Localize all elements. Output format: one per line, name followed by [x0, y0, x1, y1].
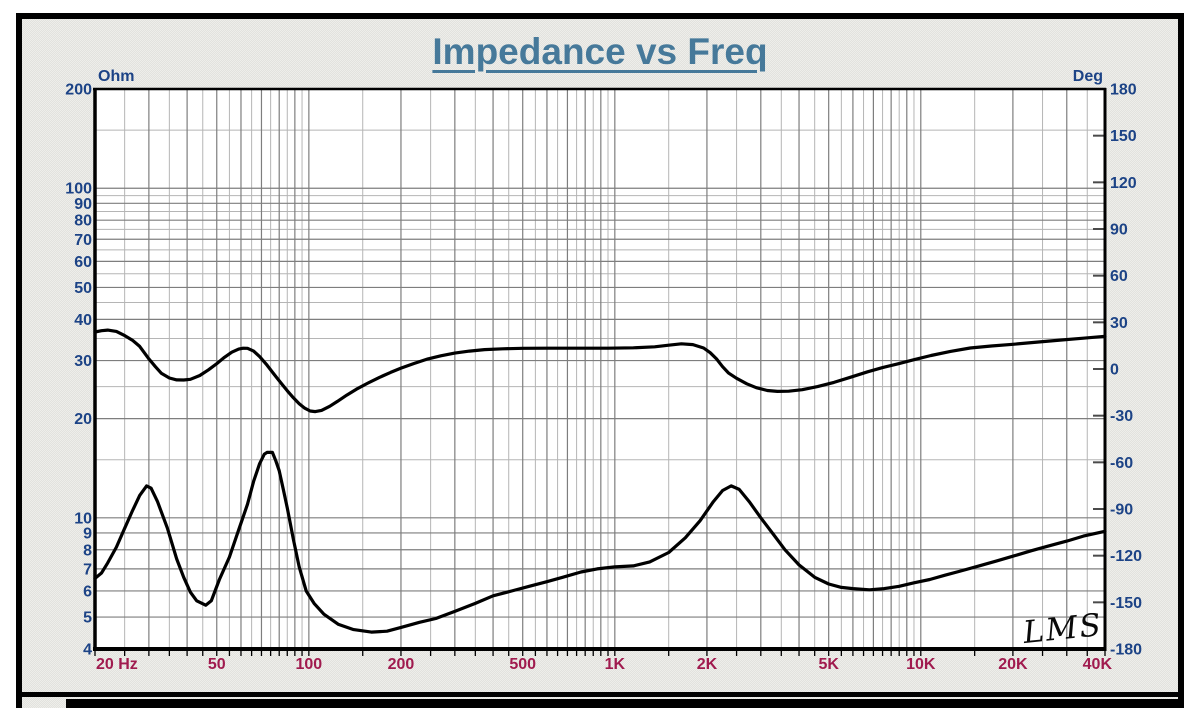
svg-text:60: 60 [1110, 268, 1128, 285]
deg-tick-labels: 180 150 120 90 60 30 0 -30 -60 -90 -120 -150 -180 [1110, 82, 1142, 659]
svg-text:60: 60 [74, 254, 92, 271]
svg-text:20: 20 [74, 411, 92, 428]
svg-text:20 Hz: 20 Hz [96, 656, 138, 673]
plot-background [95, 89, 1105, 649]
deg-tick-marks [1093, 134, 1104, 604]
svg-text:-60: -60 [1110, 455, 1133, 472]
svg-text:-90: -90 [1110, 502, 1133, 519]
svg-text:8: 8 [83, 542, 92, 559]
svg-text:120: 120 [1110, 175, 1137, 192]
svg-text:-120: -120 [1110, 548, 1142, 565]
svg-text:200: 200 [65, 82, 92, 99]
svg-text:500: 500 [509, 656, 536, 673]
svg-text:2K: 2K [697, 656, 718, 673]
svg-text:10K: 10K [906, 656, 936, 673]
impedance-phase-curve [93, 328, 1107, 414]
panel-separator [16, 692, 1184, 697]
svg-text:70: 70 [74, 232, 92, 249]
svg-text:6: 6 [83, 583, 92, 600]
svg-text:90: 90 [1110, 222, 1128, 239]
svg-text:10: 10 [74, 510, 92, 527]
freq-tick-marks [94, 651, 1106, 656]
svg-text:1K: 1K [605, 656, 626, 673]
x-tick-labels: 20 Hz 50 100 200 500 1K 2K 5K 10K 20K 40K [96, 656, 1112, 673]
svg-text:5: 5 [83, 610, 92, 627]
svg-text:-30: -30 [1110, 408, 1133, 425]
svg-text:9: 9 [83, 525, 92, 542]
chart-title: Impedance vs Freq [432, 31, 768, 72]
svg-text:0: 0 [1110, 362, 1119, 379]
lms-watermark: LMS [1021, 607, 1105, 651]
svg-text:30: 30 [74, 353, 92, 370]
svg-text:5K: 5K [818, 656, 839, 673]
svg-text:180: 180 [1110, 82, 1137, 99]
svg-text:40K: 40K [1083, 656, 1113, 673]
svg-text:7: 7 [83, 561, 92, 578]
grid-lines [95, 89, 1105, 649]
svg-text:40: 40 [74, 312, 92, 329]
next-panel-top-border [66, 699, 1184, 708]
svg-text:30: 30 [1110, 315, 1128, 332]
svg-text:50: 50 [208, 656, 226, 673]
impedance-magnitude-curve [93, 450, 1107, 634]
svg-text:50: 50 [74, 280, 92, 297]
svg-text:-180: -180 [1110, 642, 1142, 659]
svg-text:90: 90 [74, 196, 92, 213]
plot-border [93, 87, 1107, 651]
svg-text:20K: 20K [998, 656, 1028, 673]
svg-text:80: 80 [74, 213, 92, 230]
svg-text:100: 100 [65, 181, 92, 198]
right-axis-title: Deg [1072, 68, 1103, 85]
svg-text:100: 100 [296, 656, 323, 673]
svg-text:-150: -150 [1110, 595, 1142, 612]
left-axis-title: Ohm [98, 68, 135, 85]
svg-text:4: 4 [83, 642, 92, 659]
svg-text:200: 200 [388, 656, 415, 673]
svg-text:150: 150 [1110, 128, 1137, 145]
